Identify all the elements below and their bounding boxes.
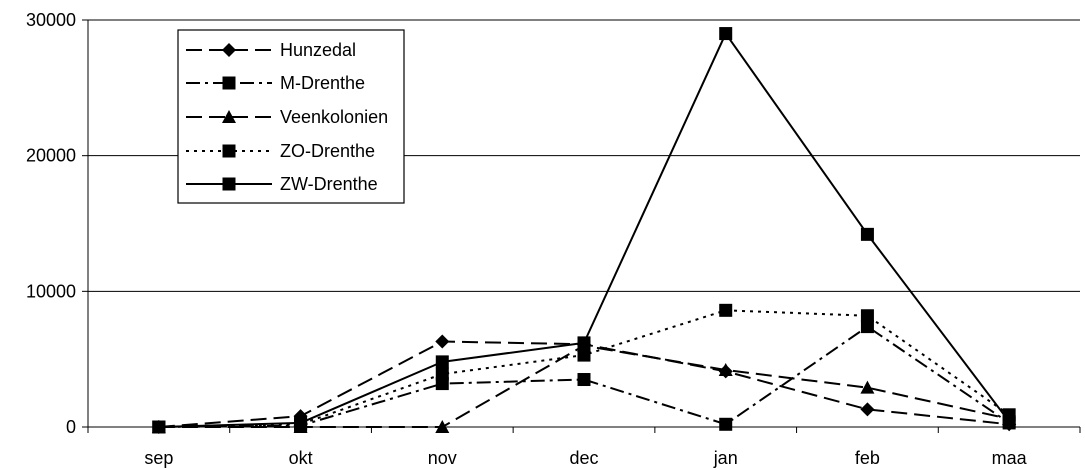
- legend-sample-zo-drenthe: [186, 144, 272, 158]
- legend-entry-m-drenthe: M-Drenthe: [186, 73, 365, 93]
- legend-sample-hunzedal: [186, 43, 272, 57]
- series-layer: [151, 27, 1017, 434]
- data-point-zw-drenthe-okt: [294, 416, 308, 430]
- legend-label-zo-drenthe: ZO-Drenthe: [280, 141, 375, 161]
- x-tick-label-maa: maa: [992, 448, 1028, 468]
- legend-label-veenkolonien: Veenkolonien: [280, 107, 388, 127]
- legend-entry-hunzedal: Hunzedal: [186, 40, 356, 60]
- legend-sample-m-drenthe: [186, 76, 272, 90]
- data-point-zw-drenthe-maa: [1002, 415, 1016, 429]
- series-zo-drenthe: [152, 303, 1016, 434]
- data-point-veenkolonien-jan: [718, 363, 733, 377]
- legend-label-m-drenthe: M-Drenthe: [280, 73, 365, 93]
- data-point-zw-drenthe-jan: [719, 27, 733, 41]
- x-tick-label-dec: dec: [569, 448, 598, 468]
- data-point-zw-drenthe-sep: [152, 420, 166, 434]
- legend: Hunzedal M-Drenthe Veenkolonien ZO-Drent…: [177, 29, 405, 204]
- data-point-zo-drenthe-dec: [577, 348, 591, 362]
- data-point-zo-drenthe-feb: [860, 309, 874, 323]
- x-tick-label-okt: okt: [289, 448, 313, 468]
- legend-marker-m-drenthe: [222, 76, 236, 90]
- legend-label-hunzedal: Hunzedal: [280, 40, 356, 60]
- series-zw-drenthe: [152, 27, 1016, 434]
- legend-marker-hunzedal: [222, 43, 236, 57]
- y-tick-label: 20000: [26, 146, 76, 166]
- legend-entry-veenkolonien: Veenkolonien: [186, 107, 388, 127]
- x-tick-label-jan: jan: [713, 448, 738, 468]
- legend-sample-veenkolonien: [186, 110, 272, 123]
- x-tick-label-feb: feb: [855, 448, 880, 468]
- axis-ticks: 0 10000 20000 30000 sep okt nov dec jan feb maa: [26, 10, 1081, 468]
- x-tick-label-sep: sep: [144, 448, 173, 468]
- data-point-zo-drenthe-nov: [435, 367, 449, 381]
- data-point-m-drenthe-dec: [577, 373, 591, 387]
- x-tick-label-nov: nov: [428, 448, 457, 468]
- series-line-zo-drenthe: [158, 309, 1010, 428]
- y-tick-label: 10000: [26, 281, 76, 301]
- data-point-zw-drenthe-feb: [860, 227, 874, 241]
- legend-marker-zw-drenthe: [222, 177, 236, 191]
- legend-entry-zw-drenthe: ZW-Drenthe: [186, 174, 378, 194]
- data-point-zo-drenthe-jan: [719, 303, 733, 317]
- y-tick-label: 30000: [26, 10, 76, 30]
- data-point-hunzedal-feb: [860, 402, 875, 417]
- data-point-zw-drenthe-nov: [435, 355, 449, 369]
- legend-sample-zw-drenthe: [186, 177, 272, 191]
- y-tick-label: 0: [66, 417, 76, 437]
- legend-label-zw-drenthe: ZW-Drenthe: [280, 174, 378, 194]
- data-point-m-drenthe-feb: [860, 320, 874, 334]
- data-point-zw-drenthe-dec: [577, 336, 591, 350]
- legend-marker-veenkolonien: [222, 110, 236, 123]
- data-point-m-drenthe-jan: [719, 417, 733, 431]
- data-point-hunzedal-nov: [435, 334, 450, 349]
- legend-entry-zo-drenthe: ZO-Drenthe: [186, 141, 375, 161]
- data-point-veenkolonien-feb: [860, 380, 875, 394]
- data-point-veenkolonien-nov: [435, 420, 450, 433]
- legend-marker-zo-drenthe: [222, 144, 236, 158]
